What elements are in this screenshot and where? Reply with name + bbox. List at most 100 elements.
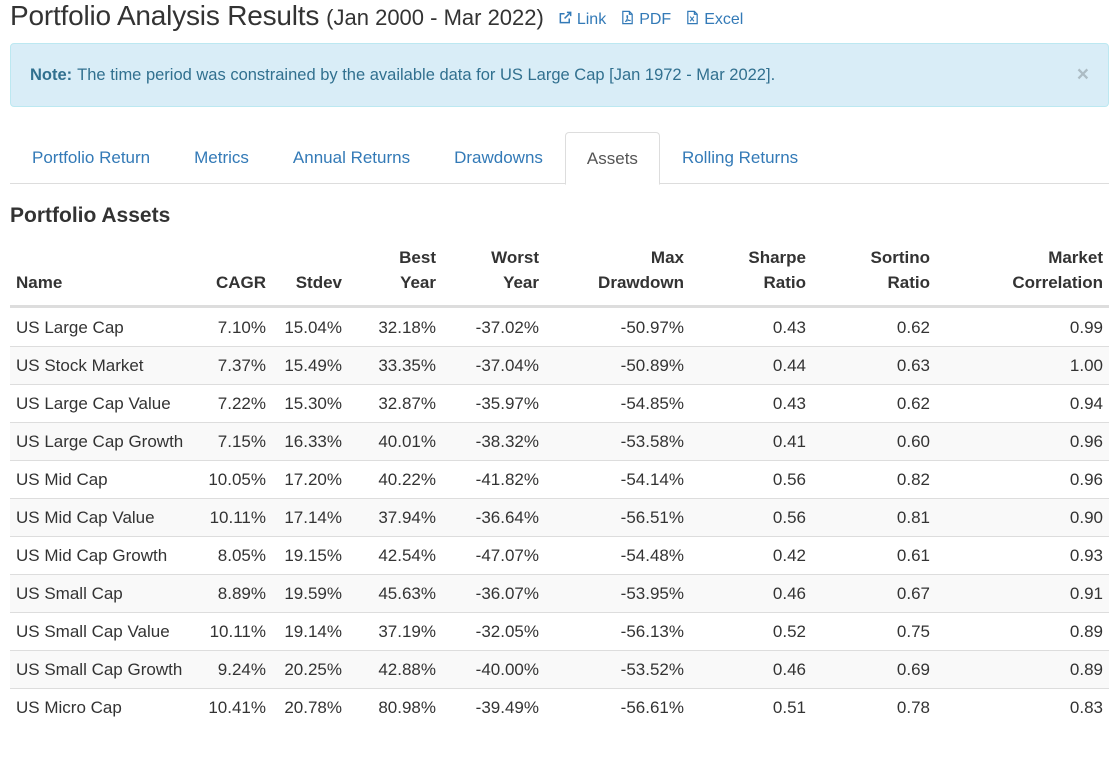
asset-best-year: 42.88%: [348, 650, 442, 689]
header-best-year[interactable]: Best Year: [348, 245, 442, 308]
asset-sortino: 0.78: [812, 688, 936, 726]
asset-market-correlation: 0.96: [936, 422, 1109, 461]
info-alert: Note: The time period was constrained by…: [10, 43, 1109, 107]
asset-sortino: 0.81: [812, 498, 936, 537]
tab-annual-returns[interactable]: Annual Returns: [292, 148, 411, 167]
asset-sortino: 0.69: [812, 650, 936, 689]
asset-sharpe: 0.56: [690, 460, 812, 499]
asset-worst-year: -36.07%: [442, 574, 545, 613]
asset-name: US Mid Cap Growth: [10, 536, 198, 575]
asset-sharpe: 0.46: [690, 650, 812, 689]
asset-max-drawdown: -53.52%: [545, 650, 690, 689]
excel-file-icon: [685, 10, 700, 30]
tab-metrics[interactable]: Metrics: [194, 148, 249, 167]
asset-sharpe: 0.44: [690, 346, 812, 385]
asset-worst-year: -37.02%: [475, 318, 539, 337]
tab-assets[interactable]: Assets: [564, 132, 660, 185]
alert-label: Note:: [30, 65, 73, 84]
table-header-row: Name CAGR Stdev Best Year Worst Year Max Dr…: [10, 245, 1109, 308]
page-header: Portfolio Analysis Results (Jan 2000 - M…: [10, 0, 743, 36]
header-stdev[interactable]: Stdev: [272, 245, 348, 308]
asset-max-drawdown: -56.13%: [545, 612, 690, 651]
asset-max-drawdown: -53.95%: [545, 574, 690, 613]
asset-cagr: 10.41%: [198, 688, 272, 726]
asset-best-year: 37.94%: [348, 498, 442, 537]
table-row: US Large Cap 7.10% 15.04% 32.18% -37.02%…: [10, 307, 1109, 347]
asset-best-year: 42.54%: [348, 536, 442, 575]
external-link-icon: [558, 10, 573, 30]
asset-worst-year: -36.64%: [442, 498, 545, 537]
table-row: US Small Cap Value 10.11% 19.14% 37.19% …: [10, 612, 1109, 651]
table-row: US Mid Cap Value 10.11% 17.14% 37.94% -3…: [10, 498, 1109, 537]
asset-cagr: 7.22%: [198, 384, 272, 423]
asset-best-year: 33.35%: [348, 346, 442, 385]
header-name[interactable]: Name: [10, 245, 198, 308]
asset-name: US Large Cap Growth: [10, 422, 198, 461]
header-market-correlation[interactable]: Market Correlation: [936, 245, 1109, 308]
asset-max-drawdown: -50.89%: [545, 346, 690, 385]
asset-stdev: 19.15%: [272, 536, 348, 575]
asset-sortino: 0.62: [896, 318, 930, 337]
asset-sortino: 0.61: [812, 536, 936, 575]
asset-worst-year: -41.82%: [442, 460, 545, 499]
link-label: Link: [576, 11, 607, 28]
header-sortino-ratio[interactable]: Sortino Ratio: [812, 245, 936, 308]
asset-sortino: 0.67: [812, 574, 936, 613]
page-title: Portfolio Analysis Results: [10, 0, 320, 31]
asset-name: US Small Cap Growth: [10, 650, 198, 689]
asset-cagr: 10.11%: [198, 498, 272, 537]
asset-sortino: 0.60: [812, 422, 936, 461]
asset-sharpe: 0.46: [690, 574, 812, 613]
asset-max-drawdown: -50.97%: [620, 318, 684, 337]
section-title: Portfolio Assets: [10, 204, 171, 227]
analysis-period: (Jan 2000 - Mar 2022): [326, 5, 544, 30]
table-row: US Small Cap Growth 9.24% 20.25% 42.88% …: [10, 650, 1109, 689]
asset-market-correlation: 0.99: [1069, 318, 1103, 337]
asset-cagr: 10.11%: [198, 612, 272, 651]
asset-stdev: 20.25%: [272, 650, 348, 689]
asset-best-year: 32.18%: [378, 318, 436, 337]
tab-drawdowns[interactable]: Drawdowns: [454, 148, 543, 167]
asset-name: US Small Cap Value: [10, 612, 198, 651]
tab-portfolio-return[interactable]: Portfolio Return: [32, 148, 151, 167]
asset-sharpe: 0.43: [690, 384, 812, 423]
link-button[interactable]: Link: [558, 10, 606, 30]
asset-market-correlation: 0.96: [936, 460, 1109, 499]
table-row: US Large Cap Growth 7.15% 16.33% 40.01% …: [10, 422, 1109, 461]
asset-stdev: 15.30%: [272, 384, 348, 423]
asset-market-correlation: 0.89: [936, 612, 1109, 651]
asset-max-drawdown: -54.85%: [545, 384, 690, 423]
asset-market-correlation: 0.90: [936, 498, 1109, 537]
asset-stdev: 15.49%: [272, 346, 348, 385]
asset-max-drawdown: -54.48%: [545, 536, 690, 575]
header-worst-year[interactable]: Worst Year: [442, 245, 545, 308]
asset-worst-year: -37.04%: [442, 346, 545, 385]
table-row: US Micro Cap 10.41% 20.78% 80.98% -39.49…: [10, 688, 1109, 726]
asset-cagr: 9.24%: [198, 650, 272, 689]
asset-cagr: 10.05%: [198, 460, 272, 499]
header-max-drawdown[interactable]: Max Drawdown: [545, 245, 690, 308]
close-icon[interactable]: ×: [1076, 63, 1089, 86]
asset-stdev: 16.33%: [272, 422, 348, 461]
table-row: US Small Cap 8.89% 19.59% 45.63% -36.07%…: [10, 574, 1109, 613]
asset-max-drawdown: -56.51%: [545, 498, 690, 537]
asset-name: US Large Cap: [16, 318, 124, 337]
asset-name: US Large Cap Value: [10, 384, 198, 423]
asset-name: US Small Cap: [10, 574, 198, 613]
asset-worst-year: -38.32%: [442, 422, 545, 461]
header-cagr[interactable]: CAGR: [198, 245, 272, 308]
asset-cagr: 7.37%: [198, 346, 272, 385]
pdf-label: PDF: [639, 11, 672, 28]
alert-text: The time period was constrained by the a…: [77, 65, 776, 84]
asset-stdev: 19.14%: [272, 612, 348, 651]
tab-rolling-returns[interactable]: Rolling Returns: [681, 148, 799, 167]
header-sharpe-ratio[interactable]: Sharpe Ratio: [690, 245, 812, 308]
asset-sortino: 0.63: [812, 346, 936, 385]
asset-name: US Mid Cap: [10, 460, 198, 499]
asset-max-drawdown: -56.61%: [545, 688, 690, 726]
pdf-button[interactable]: PDF: [620, 10, 671, 30]
asset-best-year: 45.63%: [348, 574, 442, 613]
result-tabs: Portfolio Return Metrics Annual Returns …: [10, 132, 1109, 185]
excel-button[interactable]: Excel: [685, 10, 743, 30]
